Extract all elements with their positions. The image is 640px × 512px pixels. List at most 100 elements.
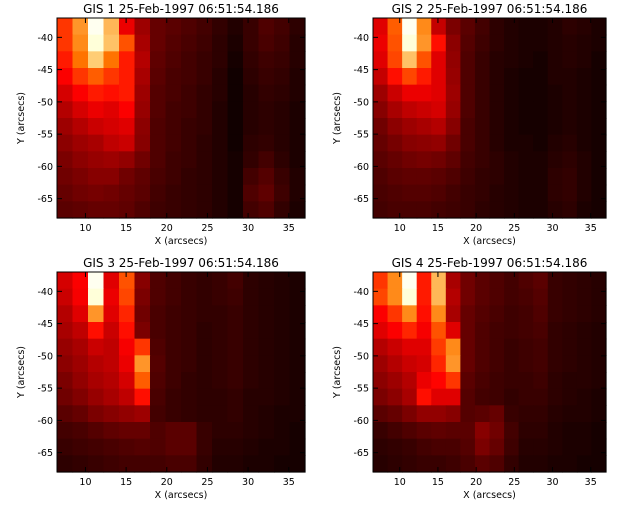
heatmap-cell	[150, 288, 167, 306]
heatmap-cell	[72, 355, 89, 373]
heatmap-cell	[518, 18, 534, 36]
x-tick-label: 15	[120, 477, 132, 488]
heatmap-cell	[274, 355, 291, 373]
x-tick-label: 35	[585, 223, 597, 234]
heatmap-cell	[387, 372, 403, 390]
heatmap-cell	[243, 34, 260, 52]
y-tick-label: -55	[353, 384, 369, 395]
heatmap-cell	[57, 405, 74, 423]
heatmap-cell	[72, 134, 89, 152]
heatmap-cell	[103, 68, 120, 86]
heatmap-cell	[518, 184, 534, 202]
heatmap-cell	[431, 438, 447, 456]
heatmap-cell	[474, 18, 491, 36]
heatmap-cell	[416, 322, 432, 340]
heatmap-cell	[134, 118, 151, 136]
heatmap-cell	[416, 134, 432, 152]
heatmap-cell	[57, 34, 74, 52]
heatmap-cell	[591, 272, 607, 290]
heatmap-cell	[150, 184, 167, 202]
heatmap-cell	[72, 101, 89, 119]
heatmap-cell	[196, 51, 213, 69]
heatmap-cell	[258, 134, 275, 152]
heatmap-cell	[165, 405, 182, 423]
gis-panel-1: GIS 1 25-Feb-1997 06:51:54.186 10 15 20 25 30…	[16, 2, 306, 247]
heatmap-cell	[227, 272, 244, 290]
heatmap-cell	[72, 118, 89, 136]
heatmap-cell	[196, 201, 213, 219]
heatmap-cell	[212, 168, 229, 186]
heatmap-cell	[165, 372, 182, 390]
heatmap-cell	[196, 151, 213, 169]
heatmap-cell	[103, 84, 120, 102]
heatmap-cell	[134, 388, 151, 406]
heatmap-cell	[103, 201, 120, 219]
heatmap-cell	[402, 134, 418, 152]
heatmap-cell	[119, 305, 136, 323]
heatmap-cell	[460, 51, 476, 69]
heatmap-cell	[547, 338, 563, 356]
heatmap-cell	[518, 405, 534, 423]
heatmap-cell	[373, 168, 389, 186]
heatmap-cell	[387, 151, 403, 169]
heatmap-cell	[576, 151, 593, 169]
heatmap-cell	[562, 338, 578, 356]
heatmap-cell	[416, 201, 432, 219]
heatmap-cell	[119, 288, 136, 306]
y-tick-label: -45	[37, 65, 53, 76]
heatmap-cell	[547, 422, 563, 440]
heatmap-cell	[489, 101, 505, 119]
heatmap-cell	[274, 68, 291, 86]
y-axis-label: Y (arcsecs)	[16, 346, 27, 399]
heatmap-cell	[227, 51, 244, 69]
heatmap-cell	[72, 288, 89, 306]
heatmap-cell	[119, 134, 136, 152]
heatmap-cell	[504, 388, 520, 406]
heatmap-cell	[181, 322, 198, 340]
x-tick-label: 25	[201, 223, 213, 234]
heatmap-cell	[134, 134, 151, 152]
heatmap-cell	[445, 201, 461, 219]
heatmap-cell	[576, 388, 593, 406]
heatmap-cell	[533, 388, 549, 406]
heatmap-cell	[258, 18, 275, 36]
heatmap-cell	[72, 34, 89, 52]
heatmap-cell	[504, 338, 520, 356]
heatmap-cell	[576, 168, 593, 186]
heatmap-cell	[504, 288, 520, 306]
heatmap-cell	[134, 288, 151, 306]
heatmap-cell	[460, 168, 476, 186]
heatmap-cell	[445, 388, 461, 406]
heatmap-cell	[274, 288, 291, 306]
heatmap-cell	[289, 338, 306, 356]
heatmap-cell	[150, 51, 167, 69]
heatmap-cell	[165, 151, 182, 169]
y-tick-label: -45	[37, 319, 53, 330]
heatmap-cell	[431, 272, 447, 290]
heatmap-cell	[150, 118, 167, 136]
heatmap-cell	[134, 101, 151, 119]
heatmap-cell	[387, 68, 403, 86]
heatmap-cell	[243, 305, 260, 323]
heatmap-cell	[150, 101, 167, 119]
heatmap-cell	[402, 118, 418, 136]
heatmap-cell	[533, 34, 549, 52]
heatmap-cell	[258, 118, 275, 136]
heatmap-cell	[431, 422, 447, 440]
heatmap-cell	[474, 388, 491, 406]
heatmap-cell	[387, 34, 403, 52]
heatmap-cell	[474, 455, 491, 473]
heatmap-cell	[460, 422, 476, 440]
heatmap-cell	[289, 201, 306, 219]
heatmap-cell	[165, 438, 182, 456]
heatmap-cell	[258, 101, 275, 119]
heatmap-cell	[445, 101, 461, 119]
heatmap-cell	[72, 201, 89, 219]
heatmap-cell	[119, 388, 136, 406]
heatmap-cell	[402, 455, 418, 473]
heatmap-cell	[243, 322, 260, 340]
heatmap-cell	[591, 84, 607, 102]
heatmap-cell	[489, 84, 505, 102]
heatmap-cell	[445, 438, 461, 456]
heatmap-cell	[119, 84, 136, 102]
